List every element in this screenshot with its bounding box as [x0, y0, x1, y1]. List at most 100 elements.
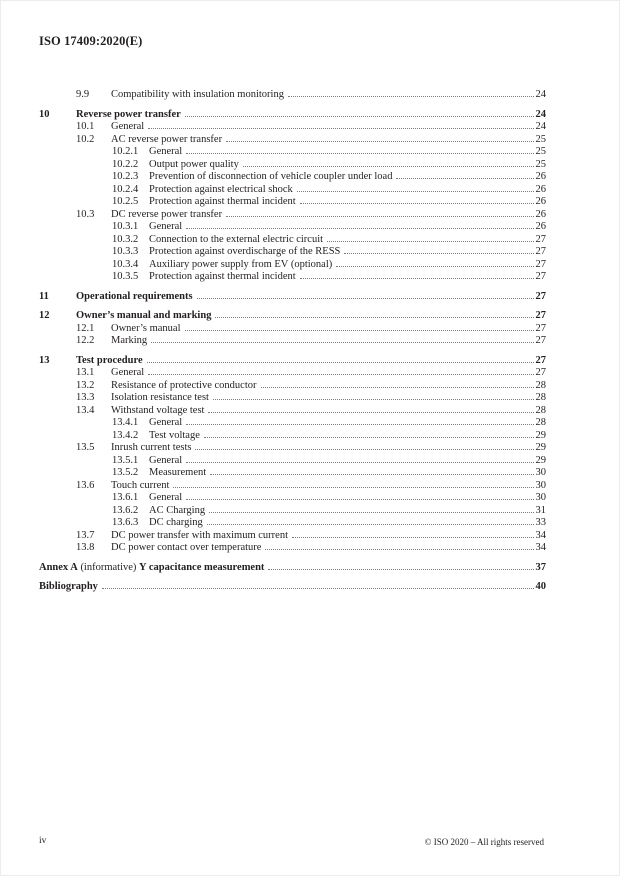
toc-entry-title: DC power transfer with maximum current [111, 529, 288, 541]
dotted-leader [195, 449, 534, 450]
toc-entry-page: 24 [535, 108, 547, 120]
toc-entry-page: 24 [535, 89, 547, 100]
toc-entry-page: 27 [535, 335, 547, 346]
toc-entry-number: 13.6.1 [112, 492, 139, 503]
toc-entry: 12.2 Marking 27 [39, 335, 546, 348]
toc-entry-page: 27 [535, 310, 547, 321]
toc-entry: 10.1 General 24 [39, 121, 546, 134]
toc-entry-number: 13.6.2 [112, 504, 139, 516]
toc-entry-number: 13 [39, 354, 50, 366]
toc-entry-page: 28 [535, 379, 547, 391]
toc-entry-page: 26 [535, 171, 547, 182]
toc-entry-page: 29 [535, 442, 547, 453]
toc-entry-number: 10.3 [76, 208, 95, 220]
toc-entry-page: 37 [535, 561, 547, 573]
toc-entry-page: 28 [535, 417, 547, 428]
toc-entry-page: 30 [535, 467, 547, 478]
toc-entry: Annex A (informative) Y capacitance meas… [39, 562, 546, 575]
dotted-leader [299, 203, 534, 204]
toc-entry-page: 28 [535, 392, 547, 403]
toc-entry-page: 30 [535, 492, 547, 503]
toc-entry-title: DC power contact over temperature [111, 542, 262, 553]
toc-entry-page: 27 [535, 354, 547, 366]
toc-entry: 9.9 Compatibility with insulation monitor… [39, 89, 546, 102]
dotted-leader [226, 140, 534, 142]
toc-entry: 10.2.2 Output power quality 25 [39, 159, 546, 172]
toc-entry-number: 13.6 [76, 479, 95, 491]
toc-entry-title: AC reverse power transfer [111, 133, 223, 145]
toc-entry-page: 27 [535, 290, 547, 302]
toc-entry: Bibliography 40 [39, 581, 546, 594]
toc-entry-title: Operational requirements [76, 290, 193, 302]
toc-entry-number: 12.1 [76, 322, 95, 334]
toc-entry: 10.3.3 Protection against overdischarge o… [39, 246, 546, 259]
toc-entry-number: 13.4.1 [112, 417, 139, 428]
toc-entry-title: Protection against thermal incident [149, 271, 296, 282]
toc-entry-title: Touch current [111, 479, 170, 491]
toc-entry-title: DC charging [149, 517, 203, 528]
toc-entry-number: 10.2.5 [112, 196, 139, 207]
document-id-header: ISO 17409:2020(E) [39, 34, 143, 48]
toc-entry-page: 33 [535, 517, 547, 528]
toc-entry-page: 26 [535, 196, 547, 207]
toc-entry-number: 13.5.1 [112, 454, 139, 466]
toc-entry-page: 27 [535, 322, 547, 334]
toc-entry-number: 13.4 [76, 404, 95, 416]
footer-copyright-notice: © ISO 2020 – All rights reserved [424, 837, 544, 847]
toc-entry-page: 34 [535, 529, 547, 541]
toc-entry-page: 24 [535, 121, 547, 132]
toc-entry: 13.6.1 General 30 [39, 492, 546, 505]
toc-entry: 13.5 Inrush current tests 29 [39, 442, 546, 455]
dotted-leader [151, 342, 534, 343]
toc-entry-title: Bibliography [39, 581, 98, 592]
dotted-leader [209, 511, 534, 513]
dotted-leader [186, 499, 534, 500]
toc-entry: 12 Owner’s manual and marking 27 [39, 310, 546, 323]
toc-entry-title: DC reverse power transfer [111, 208, 223, 220]
toc-entry-number: 10.3.1 [112, 221, 139, 232]
toc-entry-number: 11 [39, 290, 49, 302]
toc-entry: 13.5.1 General 29 [39, 455, 546, 468]
toc-entry: 11 Operational requirements 27 [39, 291, 546, 304]
toc-entry-number: 12.2 [76, 335, 95, 346]
toc-entry-page: 34 [535, 542, 547, 553]
dotted-leader [186, 228, 534, 229]
toc-entry-title: Resistance of protective conductor [111, 379, 257, 391]
toc-entry-number: 10.2.2 [112, 158, 139, 170]
toc-entry-title: Protection against electrical shock [149, 183, 293, 195]
dotted-leader [336, 265, 534, 267]
toc-entry: 10.3.4 Auxiliary power supply from EV (op… [39, 259, 546, 272]
toc-entry-number: 10.3.5 [112, 271, 139, 282]
toc-entry-title: Inrush current tests [111, 442, 192, 453]
toc-entry-number: 13.7 [76, 529, 95, 541]
dotted-leader [186, 461, 534, 463]
footer-page-number: iv [39, 836, 47, 846]
toc-entry-title: Protection against overdischarge of the … [149, 246, 341, 257]
dotted-leader [210, 474, 534, 475]
toc-entry-title: General [149, 454, 183, 466]
toc-entry-title: Marking [111, 335, 148, 346]
toc-entry-title: Connection to the external electric circ… [149, 233, 324, 245]
toc-entry-number: 10.3.3 [112, 246, 139, 257]
toc-entry-page: 29 [535, 429, 547, 441]
toc-entry-title: Prevention of disconnection of vehicle c… [149, 171, 393, 182]
toc-entry: 13.6.2 AC Charging 31 [39, 505, 546, 518]
toc-entry-page: 26 [535, 221, 547, 232]
toc-entry-number: 13.3 [76, 392, 95, 403]
toc-entry-title: Compatibility with insulation monitoring [111, 89, 284, 100]
toc-entry-page: 26 [535, 183, 547, 195]
toc-entry-page: 25 [535, 158, 547, 170]
toc-entry-page: 25 [535, 146, 547, 157]
dotted-leader [173, 486, 534, 488]
toc-entry-title: Output power quality [149, 158, 239, 170]
toc-entry: 13.5.2 Measurement 30 [39, 467, 546, 480]
dotted-leader [242, 165, 534, 167]
toc-entry-page: 26 [535, 208, 547, 220]
toc-entry-page: 25 [535, 133, 547, 145]
dotted-leader [268, 568, 534, 570]
toc-entry-title: Reverse power transfer [76, 108, 181, 120]
toc-entry: 10.2.1 General 25 [39, 146, 546, 159]
dotted-leader [260, 386, 534, 388]
dotted-leader [396, 178, 534, 179]
